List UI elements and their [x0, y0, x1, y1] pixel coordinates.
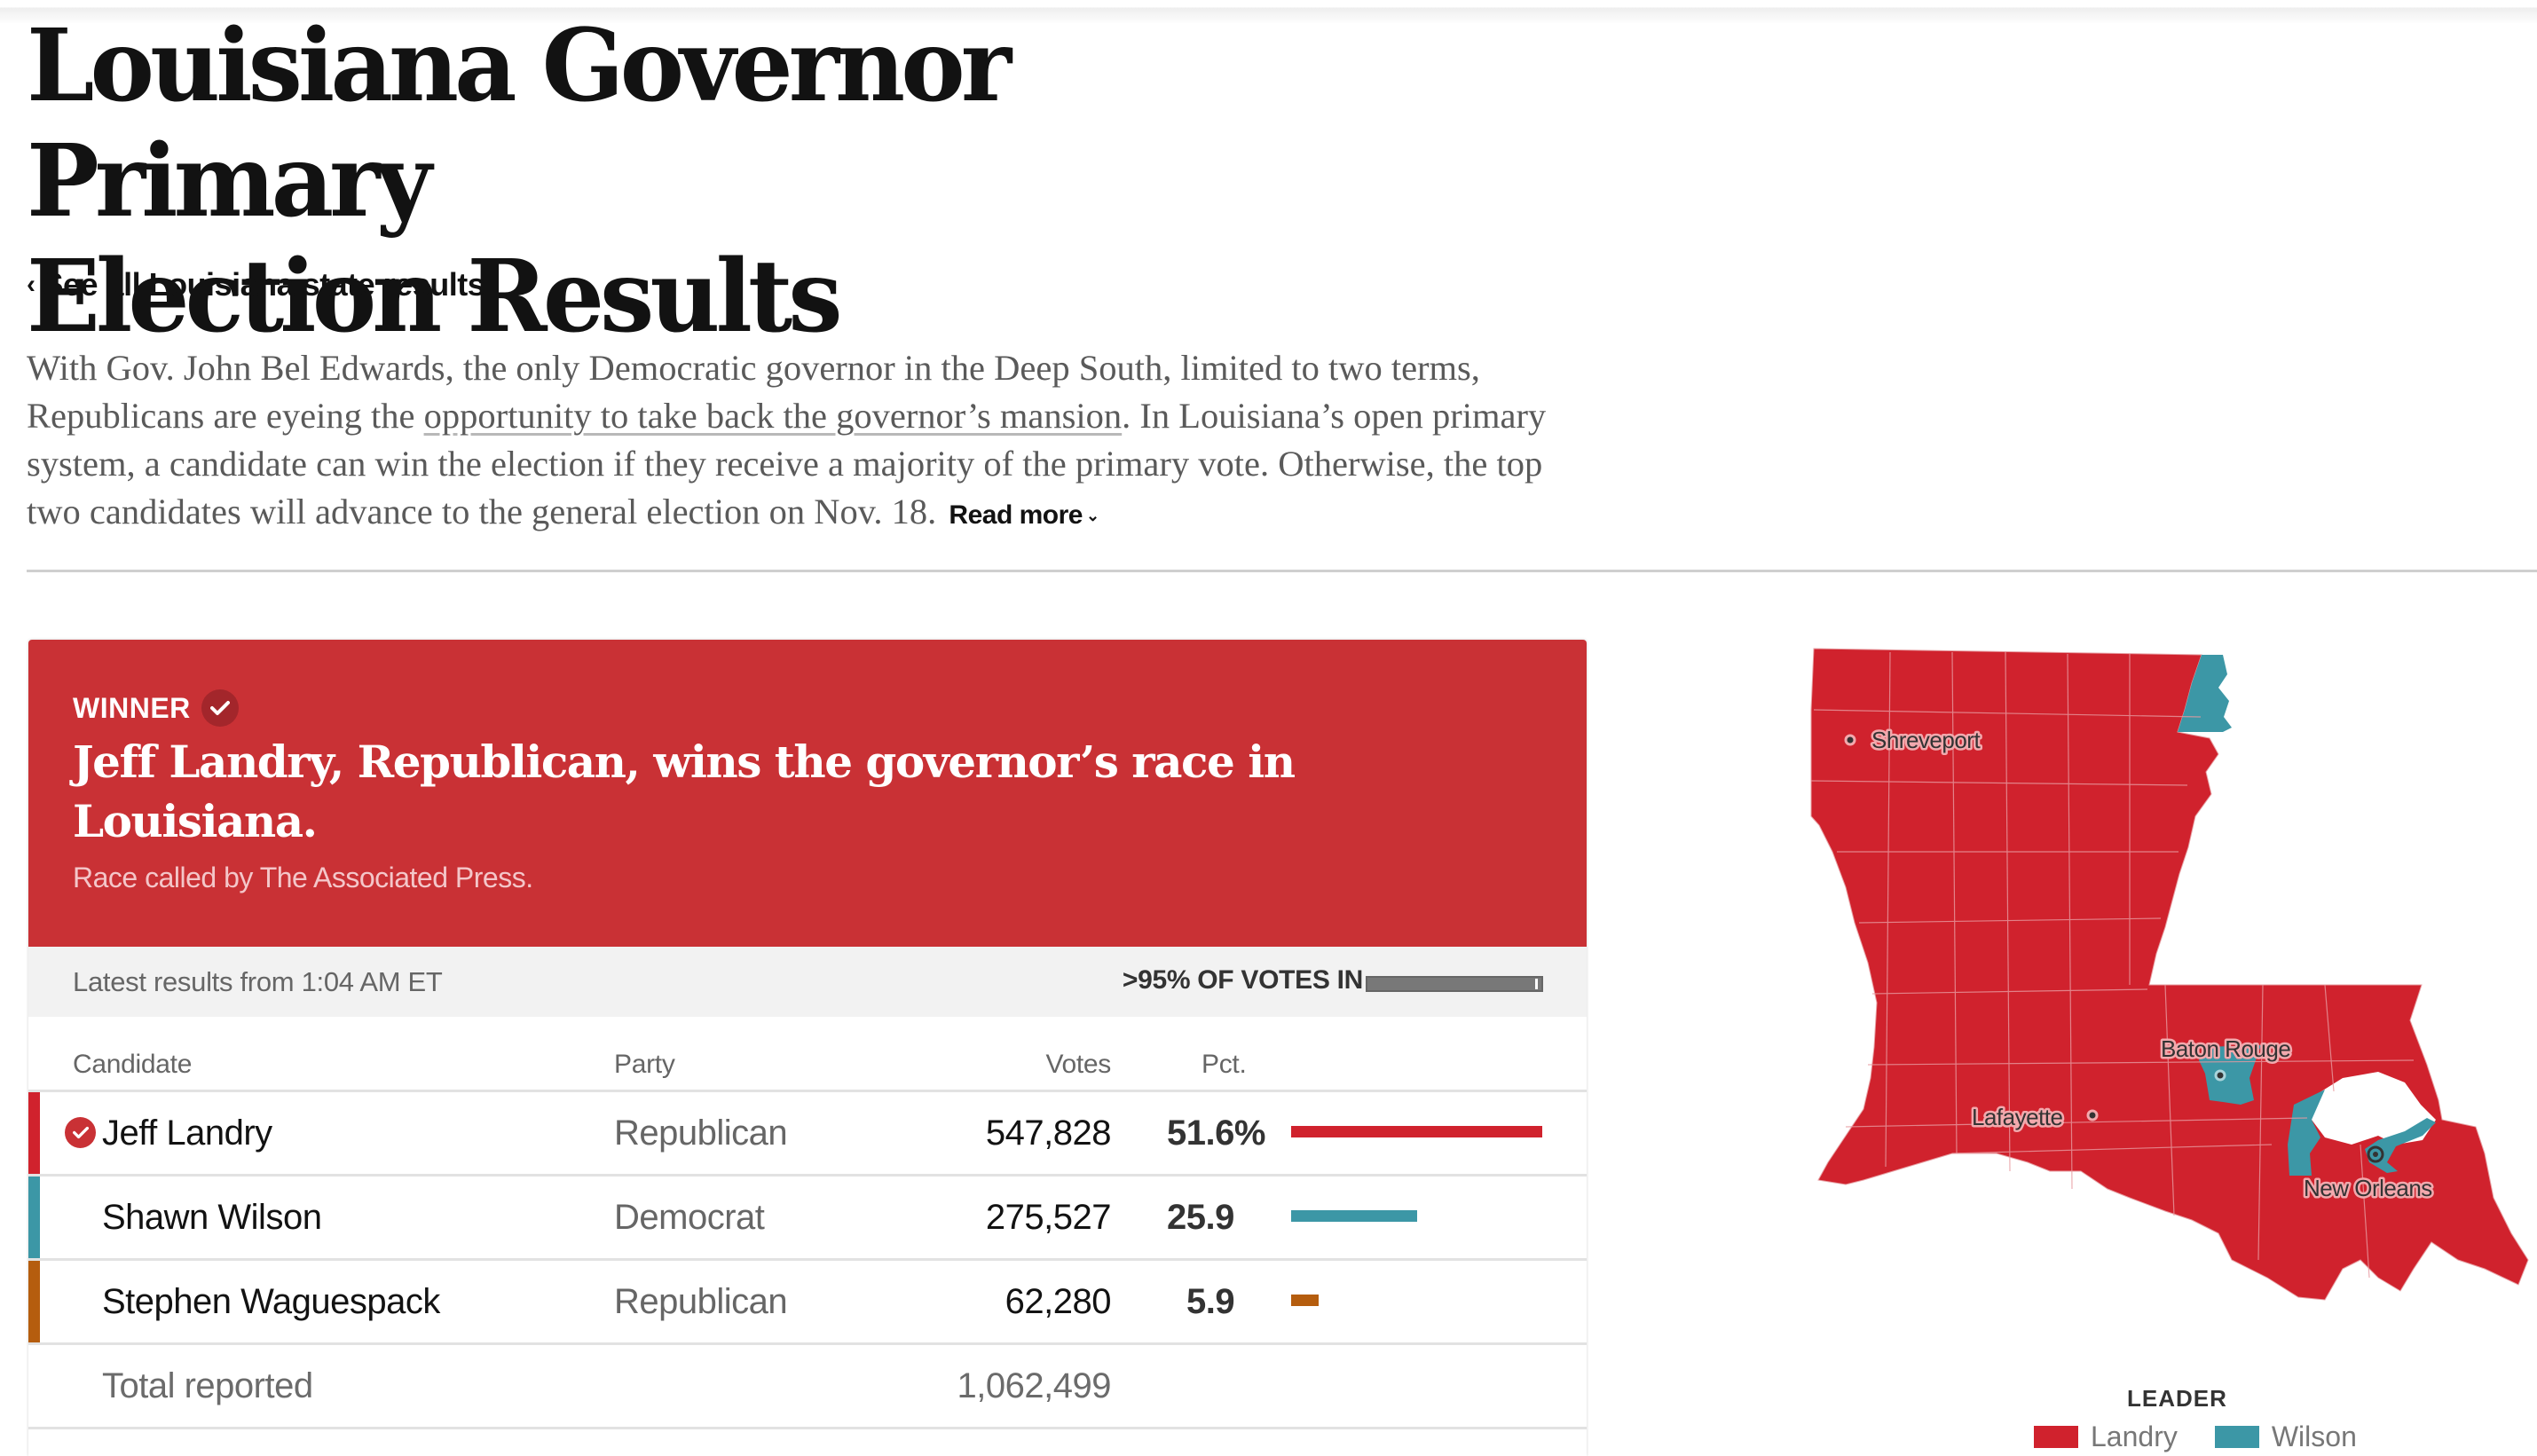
- city-label-baton-rouge: Baton Rouge: [2161, 1035, 2290, 1062]
- vote-share-bar: [1291, 1295, 1319, 1306]
- candidate-votes: 62,280: [1005, 1282, 1112, 1321]
- lake-pontchartrain: [2312, 1072, 2436, 1145]
- party-color-stripe: [28, 1092, 40, 1174]
- city-label-new-orleans: New Orleans: [2304, 1175, 2432, 1201]
- chevron-left-icon: ‹: [27, 270, 35, 299]
- page-title-line-2: Election Results: [27, 239, 842, 355]
- header-party: Party: [614, 1050, 675, 1079]
- winner-banner: WINNER Jeff Landry, Republican, wins the…: [28, 640, 1587, 947]
- map-wilson-region-east-carroll: [2178, 655, 2232, 732]
- candidate-name: Shawn Wilson: [102, 1198, 322, 1237]
- table-header: Candidate Party Votes Pct.: [28, 1017, 1587, 1092]
- top-nav-shadow: [0, 0, 2537, 23]
- candidate-votes: 275,527: [985, 1198, 1112, 1237]
- progress-tick: [1535, 979, 1538, 989]
- city-baton-rouge: Baton Rouge: [2159, 1034, 2293, 1082]
- party-color-stripe: [28, 1261, 40, 1342]
- city-shreveport: Shreveport: [1844, 725, 1983, 756]
- total-label: Total reported: [102, 1366, 313, 1405]
- results-status-bar: Latest results from 1:04 AM ET >95% OF V…: [28, 947, 1587, 1017]
- intro-text-2: . In Louisiana’s open primary system, a …: [27, 396, 1547, 531]
- results-table: Candidate Party Votes Pct. Jeff Landry R…: [28, 1017, 1587, 1429]
- chevron-down-icon: ⌄: [1085, 507, 1099, 524]
- legend-swatch-landry: [2034, 1426, 2078, 1448]
- candidate-pct: 5.9: [1186, 1282, 1235, 1321]
- table-row: Jeff Landry Republican 547,828 51.6%: [28, 1092, 1587, 1177]
- candidate-party: Republican: [614, 1114, 788, 1153]
- legend-label-wilson: Wilson: [2271, 1421, 2357, 1452]
- check-circle-icon: [201, 689, 239, 727]
- vote-share-bar: [1291, 1126, 1542, 1137]
- map-wilson-region-baton-rouge: [2199, 1045, 2261, 1105]
- city-label-lafayette: Lafayette: [1972, 1104, 2063, 1130]
- intro-text-1: With Gov. John Bel Edwards, the only Dem…: [27, 348, 1480, 436]
- county-results-map[interactable]: Shreveport Baton Rouge Lafayette New Orl…: [1801, 639, 2537, 1331]
- party-color-stripe: [28, 1177, 40, 1258]
- parish-boundaries: [1810, 651, 2415, 1279]
- read-more-label: Read more: [949, 500, 1083, 530]
- map-legend-title: LEADER: [2127, 1385, 2227, 1412]
- winner-label-text: WINNER: [73, 691, 191, 724]
- winner-label: WINNER: [73, 689, 239, 727]
- candidate-pct: 25.9: [1167, 1198, 1234, 1237]
- winner-check-icon: [65, 1117, 96, 1148]
- header-votes: Votes: [1045, 1050, 1111, 1079]
- winner-headline: Jeff Landry, Republican, wins the govern…: [73, 736, 1296, 847]
- city-lafayette: Lafayette: [1970, 1102, 2099, 1133]
- louisiana-map[interactable]: Shreveport Baton Rouge Lafayette New Orl…: [1801, 639, 2537, 1331]
- total-row: Total reported 1,062,499: [28, 1345, 1587, 1429]
- city-new-orleans: New Orleans: [2302, 1145, 2435, 1204]
- candidate-name: Jeff Landry: [102, 1114, 272, 1153]
- read-more-button[interactable]: Read more ⌄: [949, 500, 1099, 530]
- candidate-votes: 547,828: [985, 1114, 1112, 1153]
- candidate-party: Republican: [614, 1282, 788, 1321]
- votes-in-label: >95% OF VOTES IN: [1122, 965, 1363, 995]
- back-link-label: See all Louisiana state results: [42, 266, 485, 303]
- map-wilson-region-orleans: [2365, 1118, 2436, 1173]
- section-divider: [27, 570, 2537, 572]
- candidate-party: Democrat: [614, 1198, 765, 1237]
- page-title-line-1: Louisiana Governor Primary: [27, 8, 1012, 240]
- candidate-pct: 51.6%: [1167, 1114, 1265, 1153]
- legend-item-landry: Landry: [2034, 1421, 2178, 1453]
- table-row: Shawn Wilson Democrat 275,527 25.9: [28, 1177, 1587, 1261]
- results-card: WINNER Jeff Landry, Republican, wins the…: [28, 640, 1587, 1456]
- governors-mansion-article-link[interactable]: opportunity to take back the governor’s …: [423, 396, 1123, 436]
- legend-item-wilson: Wilson: [2214, 1421, 2357, 1453]
- page-title: Louisiana Governor Primary Election Resu…: [27, 9, 1318, 355]
- map-legend: Landry Wilson: [2034, 1421, 2394, 1453]
- header-candidate: Candidate: [73, 1050, 193, 1079]
- see-all-state-results-link[interactable]: ‹ See all Louisiana state results: [27, 266, 485, 303]
- header-pct: Pct.: [1202, 1050, 1247, 1079]
- city-label-shreveport: Shreveport: [1871, 727, 1981, 753]
- candidate-name: Stephen Waguespack: [102, 1282, 440, 1321]
- legend-label-landry: Landry: [2091, 1421, 2178, 1452]
- votes-in-progress-bar: [1366, 976, 1543, 992]
- intro-paragraph: With Gov. John Bel Edwards, the only Dem…: [27, 344, 1597, 542]
- map-wilson-region-st-john: [2288, 1090, 2325, 1176]
- total-votes: 1,062,499: [957, 1366, 1112, 1405]
- race-called-by: Race called by The Associated Press.: [73, 862, 533, 893]
- legend-swatch-wilson: [2214, 1426, 2259, 1448]
- vote-share-bar: [1291, 1210, 1417, 1222]
- table-row: Stephen Waguespack Republican 62,280 5.9: [28, 1261, 1587, 1345]
- latest-results-timestamp: Latest results from 1:04 AM ET: [73, 966, 443, 997]
